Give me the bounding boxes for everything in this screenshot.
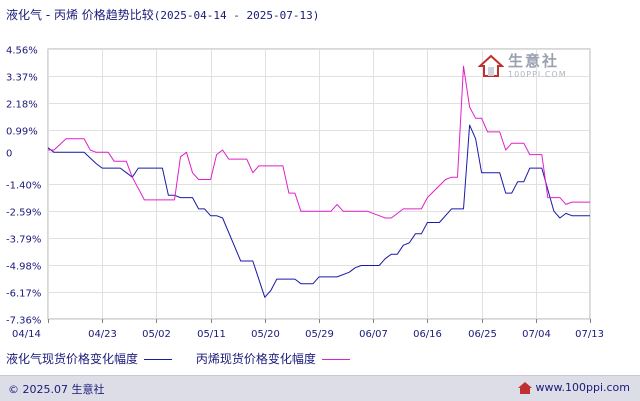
house-logo-icon xyxy=(478,54,504,77)
legend-item-propylene: 丙烯现货价格变化幅度 xyxy=(196,350,350,367)
watermark-url: 100PPI.COM xyxy=(508,70,567,79)
chart-title: 液化气 - 丙烯 价格趋势比较(2025-04-14 - 2025-07-13) xyxy=(6,6,319,23)
y-tick-label: -7.36% xyxy=(6,316,41,327)
x-tick-label: 07/04 xyxy=(522,329,551,340)
footer-site-url[interactable]: www.100ppi.com xyxy=(535,381,630,394)
x-tick-label: 07/13 xyxy=(575,329,604,340)
y-tick-label: 0.99% xyxy=(6,127,38,138)
x-tick-label: 06/07 xyxy=(359,329,388,340)
chart-date-range: (2025-04-14 - 2025-07-13) xyxy=(153,9,320,22)
chart-title-main: 液化气 - 丙烯 价格趋势比较 xyxy=(6,8,154,22)
chart-legend: 液化气现货价格变化幅度 丙烯现货价格变化幅度 xyxy=(6,350,370,367)
x-tick-label: 05/11 xyxy=(197,329,226,340)
series-line xyxy=(47,124,590,298)
chart-plot: 4.56% 3.37% 2.18% 0.99% 0 -1.40% -2.59% -3.79% -… xyxy=(6,46,604,341)
y-tick-label: -2.59% xyxy=(6,208,41,219)
x-tick-label: 05/20 xyxy=(251,329,280,340)
y-tick-label: 0 xyxy=(6,149,12,160)
y-tick-label: 3.37% xyxy=(6,73,38,84)
y-tick-label: 4.56% xyxy=(6,46,38,57)
ppi-logo-icon xyxy=(517,381,532,394)
footer-site-link[interactable]: www.100ppi.com xyxy=(517,381,630,394)
footer-bar: © 2025.07 生意社 www.100ppi.com xyxy=(0,375,640,401)
x-tick-label: 04/14 xyxy=(12,329,41,340)
legend-label-lpg: 液化气现货价格变化幅度 xyxy=(6,352,139,366)
x-tick-label: 05/02 xyxy=(142,329,171,340)
x-tick-label: 05/29 xyxy=(305,329,334,340)
footer-copyright: © 2025.07 生意社 xyxy=(8,383,105,396)
watermark: 生意社 100PPI.COM xyxy=(478,54,578,94)
series-lpg xyxy=(47,124,590,298)
series-line xyxy=(48,65,590,219)
series-propylene xyxy=(48,65,590,219)
legend-swatch-propylene xyxy=(321,359,350,360)
x-tick-label: 04/23 xyxy=(88,329,117,340)
legend-label-propylene: 丙烯现货价格变化幅度 xyxy=(195,352,316,366)
watermark-text: 生意社 xyxy=(508,52,560,70)
legend-swatch-lpg xyxy=(144,359,173,360)
x-tick-label: 06/25 xyxy=(468,329,497,340)
y-tick-label: -1.40% xyxy=(6,181,41,192)
y-tick-label: -6.17% xyxy=(6,289,41,300)
legend-item-lpg: 液化气现货价格变化幅度 xyxy=(6,350,173,367)
x-tick-label: 06/16 xyxy=(413,329,442,340)
y-tick-label: 2.18% xyxy=(6,100,38,111)
y-tick-label: -3.79% xyxy=(6,235,41,246)
y-tick-label: -4.98% xyxy=(6,262,41,273)
